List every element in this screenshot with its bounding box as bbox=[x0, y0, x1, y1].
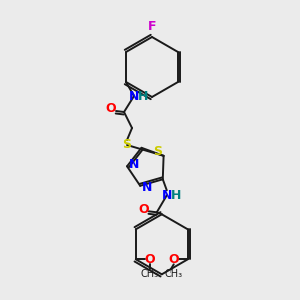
Text: N: N bbox=[142, 181, 152, 194]
Text: CH₃: CH₃ bbox=[165, 269, 183, 279]
Text: O: O bbox=[106, 103, 116, 116]
Text: H: H bbox=[138, 89, 148, 103]
Text: O: O bbox=[168, 253, 179, 266]
Text: CH₃: CH₃ bbox=[141, 269, 159, 279]
Text: O: O bbox=[145, 253, 155, 266]
Text: S: S bbox=[153, 145, 162, 158]
Text: N: N bbox=[129, 89, 139, 103]
Text: O
CH₃: O CH₃ bbox=[169, 271, 172, 273]
Text: O: O bbox=[139, 203, 149, 216]
Text: N: N bbox=[129, 158, 139, 171]
Text: S: S bbox=[122, 139, 131, 152]
Text: F: F bbox=[148, 20, 156, 34]
Text: N: N bbox=[162, 189, 172, 202]
Text: H: H bbox=[171, 189, 181, 202]
